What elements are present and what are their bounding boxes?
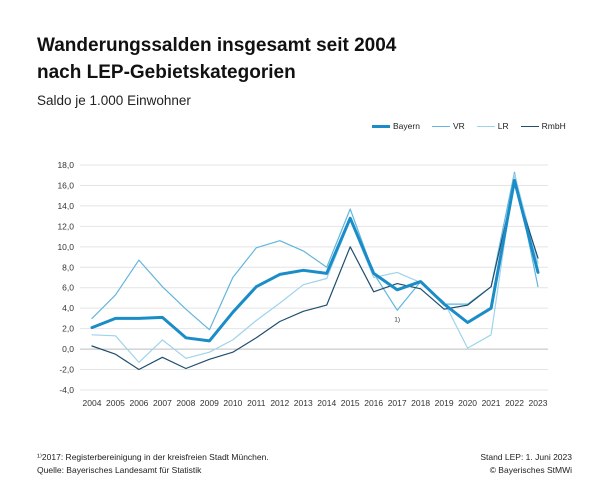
x-tick-label: 2012 <box>270 398 289 408</box>
x-tick-label: 2017 <box>388 398 407 408</box>
legend-label: VR <box>452 121 465 131</box>
y-tick-label: 0,0 <box>62 344 74 354</box>
x-tick-label: 2016 <box>364 398 383 408</box>
legend-item-vr: VR <box>431 121 465 131</box>
x-tick-label: 2021 <box>482 398 501 408</box>
y-tick-label: 8,0 <box>62 262 74 272</box>
x-tick-label: 2011 <box>247 398 266 408</box>
y-tick-label: 6,0 <box>62 283 74 293</box>
x-tick-label: 2020 <box>458 398 477 408</box>
x-tick-label: 2013 <box>294 398 313 408</box>
x-tick-label: 2014 <box>317 398 336 408</box>
chart-title-line-2: nach LEP-Gebietskategorien <box>37 62 296 83</box>
footnote: ¹⁾2017: Registerbereinigung in der kreis… <box>37 452 269 462</box>
x-tick-label: 2004 <box>83 398 102 408</box>
chart-legend: Bayern VR LR RmbH <box>372 119 578 133</box>
x-tick-label: 2009 <box>200 398 219 408</box>
y-tick-label: 2,0 <box>62 324 74 334</box>
legend-item-bayern: Bayern <box>372 121 420 131</box>
y-tick-label: 10,0 <box>57 242 74 252</box>
y-tick-label: 14,0 <box>57 201 74 211</box>
x-tick-label: 2022 <box>505 398 524 408</box>
y-tick-label: 18,0 <box>57 160 74 170</box>
y-tick-label: 16,0 <box>57 180 74 190</box>
x-tick-label: 2007 <box>153 398 172 408</box>
chart-title: Wanderungssalden insgesamt seit 2004 nac… <box>37 32 396 86</box>
series-line-lr <box>91 173 539 363</box>
legend-item-rmbh: RmbH <box>520 121 566 131</box>
source-note: Quelle: Bayerisches Landesamt für Statis… <box>37 465 202 475</box>
y-tick-label: 12,0 <box>57 221 74 231</box>
chart-title-line-1: Wanderungssalden insgesamt seit 2004 <box>37 35 397 56</box>
x-tick-label: 2006 <box>129 398 148 408</box>
chart-subtitle: Saldo je 1.000 Einwohner <box>37 93 191 108</box>
x-tick-label: 2005 <box>106 398 125 408</box>
y-tick-label: 4,0 <box>62 303 74 313</box>
legend-label: Bayern <box>393 121 420 131</box>
x-tick-label: 2019 <box>435 398 454 408</box>
x-tick-label: 2015 <box>341 398 360 408</box>
legend-swatch <box>476 125 495 127</box>
legend-swatch <box>520 125 539 127</box>
annotation-label: 1) <box>394 316 400 323</box>
series-line-rmbh <box>91 183 539 371</box>
y-tick-label: -4,0 <box>59 385 74 395</box>
legend-label: LR <box>497 121 509 131</box>
legend-item-lr: LR <box>476 121 509 131</box>
x-tick-label: 2010 <box>223 398 242 408</box>
series-line-bayern <box>90 178 540 343</box>
y-tick-label: -2,0 <box>59 365 74 375</box>
legend-swatch <box>431 125 450 127</box>
series-line-vr <box>91 171 539 331</box>
x-tick-label: 2023 <box>529 398 548 408</box>
x-tick-label: 2008 <box>176 398 195 408</box>
status-date: Stand LEP: 1. Juni 2023 <box>480 452 572 462</box>
legend-label: RmbH <box>541 121 566 131</box>
legend-swatch <box>372 124 390 128</box>
copyright: © Bayerisches StMWi <box>489 465 572 475</box>
x-tick-label: 2018 <box>411 398 430 408</box>
